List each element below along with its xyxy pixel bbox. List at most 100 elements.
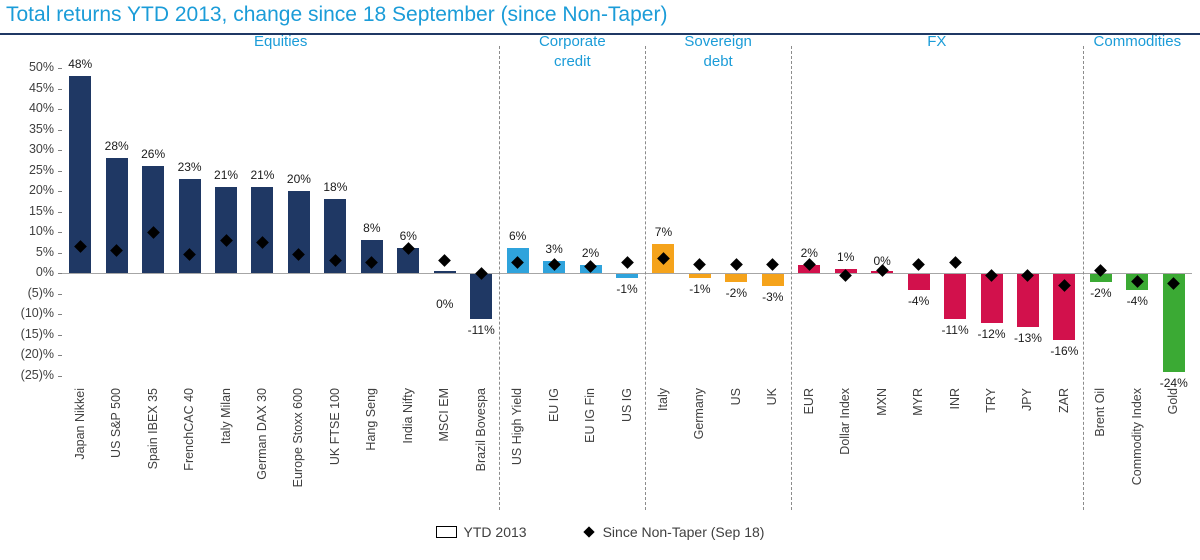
bar-myr (907, 274, 930, 291)
value-label-hang-seng: 8% (363, 221, 381, 236)
value-label-uk-ftse-100: 18% (323, 180, 348, 195)
value-label-italy-milan: 21% (214, 167, 239, 182)
category-label-uk: UK (765, 388, 780, 406)
bar-uk (761, 274, 784, 287)
bar-gold (1162, 274, 1185, 373)
ytd-bar-swatch-icon (435, 526, 457, 538)
y-axis-tick-35 (58, 129, 62, 131)
bar-spain-ibex-35 (142, 166, 165, 273)
chart-legend: YTD 2013 Since Non-Taper (Sep 18) (0, 524, 1200, 540)
y-axis-tick-25 (58, 170, 62, 172)
group-separator-equities (499, 46, 501, 510)
value-label-italy: 7% (654, 225, 673, 240)
group-separator-sovereign-debt (791, 46, 793, 510)
bar-india-nifty (397, 248, 420, 273)
value-label-germany: -1% (689, 282, 711, 297)
category-label-uk-ftse-100: UK FTSE 100 (327, 388, 342, 466)
since-diamond-msci-em (438, 254, 452, 268)
since-diamond-us (729, 258, 743, 272)
category-label-inr: INR (947, 388, 962, 410)
ytd-legend-label: YTD 2013 (463, 524, 527, 540)
y-axis-label--15: (15)% (20, 326, 54, 341)
value-label-try: -12% (977, 327, 1006, 342)
y-axis-tick-20 (58, 191, 62, 192)
value-label-us-s-p-500: 28% (104, 139, 129, 154)
value-label-us-ig: -1% (616, 282, 638, 297)
category-label-us-high-yield: US High Yield (510, 388, 525, 466)
group-header-sovereign-debt: Sovereign debt (684, 33, 752, 70)
legend-item-since: Since Non-Taper (Sep 18) (582, 524, 764, 540)
bar-europe-stoxx-600 (287, 191, 310, 273)
y-axis-tick--5 (58, 293, 62, 295)
value-label-dollar-index: 1% (837, 249, 855, 264)
y-axis-tick-50 (58, 68, 62, 69)
chart-title: Total returns YTD 2013, change since 18 … (6, 3, 668, 26)
category-label-italy-milan: Italy Milan (218, 388, 233, 445)
bar-uk-ftse-100 (324, 199, 347, 273)
bar-italy-milan (215, 186, 238, 273)
value-label-india-nifty: 6% (399, 229, 417, 244)
category-label-myr: MYR (911, 388, 926, 416)
y-axis-label-40: 40% (28, 101, 54, 115)
category-label-try: TRY (984, 388, 999, 413)
bar-germany (688, 274, 711, 279)
value-label-japan-nikkei: 48% (68, 57, 93, 72)
zero-axis-line (62, 273, 1192, 274)
y-axis-label-50: 50% (28, 60, 54, 74)
category-label-japan-nikkei: Japan Nikkei (72, 388, 87, 460)
y-axis-tick-15 (58, 211, 62, 213)
category-label-india-nifty: India Nifty (400, 388, 415, 444)
bar-japan-nikkei (69, 76, 92, 273)
y-axis-label-45: 45% (28, 80, 54, 95)
value-label-gold: -24% (1159, 376, 1188, 391)
y-axis-tick--10 (58, 314, 62, 315)
y-axis-label--5: (5)% (27, 285, 54, 300)
y-axis-tick-10 (58, 232, 62, 233)
group-header-fx: FX (927, 33, 947, 50)
value-label-frenchcac-40: 23% (177, 159, 202, 174)
value-label-inr: -11% (941, 323, 969, 338)
bar-us-s-p-500 (105, 158, 128, 273)
bar-frenchcac-40 (178, 178, 201, 273)
y-axis-label-0: 0% (35, 265, 54, 279)
value-label-mxn: 0% (873, 254, 891, 268)
y-axis-label-25: 25% (28, 162, 54, 177)
category-label-eur: EUR (801, 388, 816, 415)
value-label-eu-ig-fin: 2% (581, 245, 600, 260)
bar-jpy (1016, 274, 1039, 328)
category-label-us-ig: US IG (619, 388, 634, 423)
y-axis-label-10: 10% (28, 224, 54, 238)
bar-german-dax-30 (251, 186, 274, 273)
bar-inr (944, 274, 967, 320)
value-label-uk: -3% (762, 290, 784, 305)
category-label-mxn: MXN (874, 388, 889, 416)
value-label-german-dax-30: 21% (250, 167, 275, 182)
value-label-myr: -4% (907, 294, 930, 309)
value-label-commodity-index: -4% (1126, 294, 1148, 309)
category-label-frenchcac-40: FrenchCAC 40 (182, 388, 197, 471)
value-label-brazil-bovespa: -11% (467, 323, 495, 338)
value-label-jpy: -13% (1013, 331, 1042, 346)
bar-zar (1053, 274, 1076, 340)
y-axis-label-35: 35% (28, 121, 54, 136)
category-label-zar: ZAR (1056, 388, 1071, 413)
since-diamond-germany (693, 258, 707, 272)
bar-us (725, 274, 748, 283)
category-label-us: US (728, 388, 743, 406)
value-label-eur: 2% (800, 245, 818, 260)
since-diamond-uk (766, 258, 780, 272)
category-label-commodity-index: Commodity Index (1129, 388, 1144, 486)
y-axis-tick--15 (58, 334, 62, 336)
bar-brazil-bovespa (470, 274, 493, 320)
value-label-msci-em: 0% (436, 297, 454, 311)
category-label-eu-ig-fin: EU IG Fin (583, 388, 598, 443)
y-axis-label-5: 5% (35, 244, 54, 259)
bar-brent-oil (1089, 274, 1112, 283)
group-separator-corporate-credit (645, 46, 647, 510)
category-label-brazil-bovespa: Brazil Bovespa (473, 388, 488, 472)
legend-item-ytd: YTD 2013 (435, 524, 527, 540)
y-axis-tick-0 (58, 273, 62, 274)
bar-us-ig (616, 274, 638, 279)
category-label-europe-stoxx-600: Europe Stoxx 600 (291, 388, 306, 488)
